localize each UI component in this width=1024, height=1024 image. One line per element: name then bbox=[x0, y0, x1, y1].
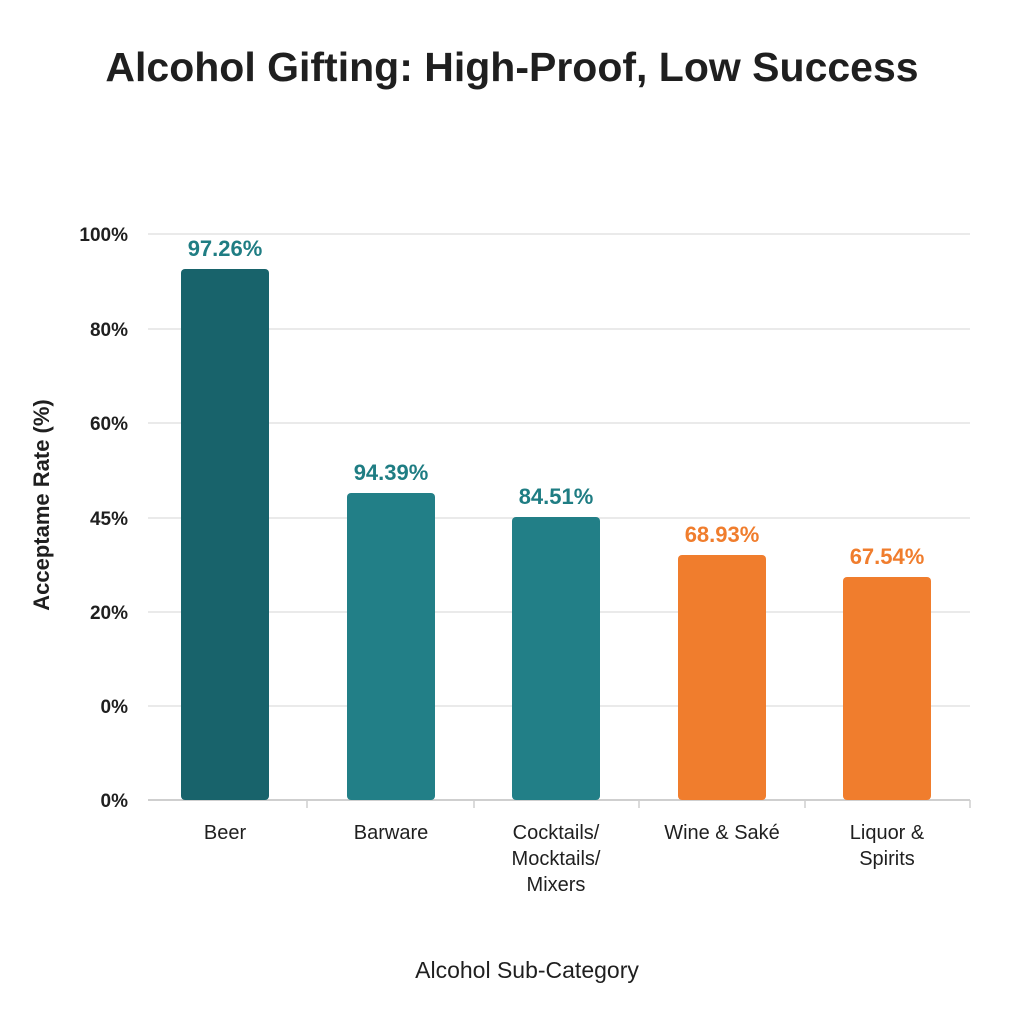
y-tick-label: 0% bbox=[101, 791, 129, 812]
y-tick-label: 60% bbox=[90, 414, 128, 435]
y-tick-label: 100% bbox=[79, 225, 128, 246]
bar bbox=[678, 555, 766, 800]
bar bbox=[512, 517, 600, 800]
y-tick-label: 45% bbox=[90, 509, 128, 530]
y-tick-label: 80% bbox=[90, 320, 128, 341]
data-label: 84.51% bbox=[519, 484, 594, 509]
x-tick-label: Barware bbox=[354, 822, 428, 844]
x-tick-label: Cocktails/Mocktails/Mixers bbox=[512, 822, 601, 896]
chart-title: Alcohol Gifting: High-Proof, Low Success bbox=[105, 44, 919, 90]
bar bbox=[843, 577, 931, 800]
y-tick-label: 0% bbox=[101, 697, 129, 718]
x-tick-label-line: Liquor & bbox=[850, 822, 925, 844]
data-label: 94.39% bbox=[354, 460, 429, 485]
data-label: 67.54% bbox=[850, 544, 925, 569]
bar bbox=[347, 493, 435, 800]
x-axis-title: Alcohol Sub-Category bbox=[415, 957, 639, 983]
y-tick-label: 20% bbox=[90, 603, 128, 624]
y-axis-title: Acceptame Rate (%) bbox=[29, 399, 54, 611]
x-tick-label-line: Beer bbox=[204, 822, 247, 844]
x-tick-label-line: Cocktails/ bbox=[513, 822, 600, 844]
x-tick-label-line: Wine & Saké bbox=[664, 822, 780, 844]
bar bbox=[181, 269, 269, 800]
x-tick-label-line: Mocktails/ bbox=[512, 848, 601, 870]
x-tick-label-line: Mixers bbox=[527, 874, 586, 896]
data-label: 68.93% bbox=[685, 522, 760, 547]
x-tick-label-line: Spirits bbox=[859, 848, 915, 870]
data-label: 97.26% bbox=[188, 236, 263, 261]
x-tick-label-line: Barware bbox=[354, 822, 428, 844]
x-tick-label: Liquor & Spirits bbox=[850, 822, 925, 870]
x-tick-label: Beer bbox=[204, 822, 247, 844]
x-tick-label: Wine & Saké bbox=[664, 822, 780, 844]
